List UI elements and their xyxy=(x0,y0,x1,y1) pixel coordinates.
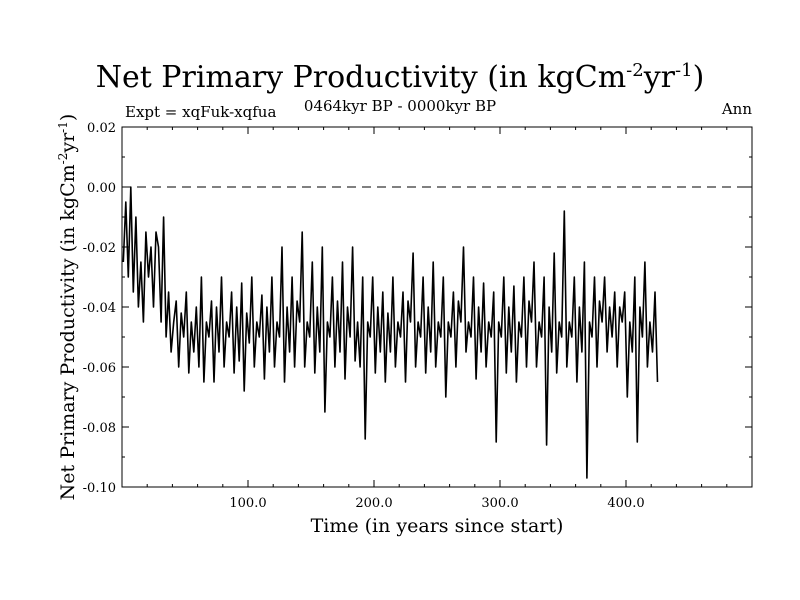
x-tick-label: 400.0 xyxy=(607,496,644,511)
x-axis: 100.0 200.0 300.0 400.0 xyxy=(146,127,728,511)
y-tick-label: -0.08 xyxy=(83,421,116,436)
plot-area xyxy=(122,186,752,479)
y-axis-label: Net Primary Productivity (in kgCm-2yr-1) xyxy=(56,114,79,501)
period-label: 0464kyr BP - 0000kyr BP xyxy=(303,97,497,115)
y-tick-label: -0.02 xyxy=(83,241,116,256)
x-axis-label: Time (in years since start) xyxy=(311,515,564,537)
y-tick-label: -0.10 xyxy=(83,481,116,496)
y-tick-label: 0.02 xyxy=(87,121,116,136)
y-tick-label: 0.00 xyxy=(87,181,116,196)
chart-title: Net Primary Productivity (in kgCm-2yr-1) xyxy=(95,60,705,95)
x-tick-label: 100.0 xyxy=(229,496,266,511)
season-label: Ann xyxy=(721,100,752,118)
series-line-0 xyxy=(122,186,659,479)
y-tick-label: -0.04 xyxy=(83,301,116,316)
x-tick-label: 200.0 xyxy=(355,496,392,511)
experiment-label: Expt = xqFuk-xqfua xyxy=(125,103,277,121)
x-tick-label: 300.0 xyxy=(481,496,518,511)
y-tick-label: -0.06 xyxy=(83,361,116,376)
y-axis: -0.10 -0.08 -0.06 -0.04 -0.02 0.00 0.02 xyxy=(83,121,752,496)
